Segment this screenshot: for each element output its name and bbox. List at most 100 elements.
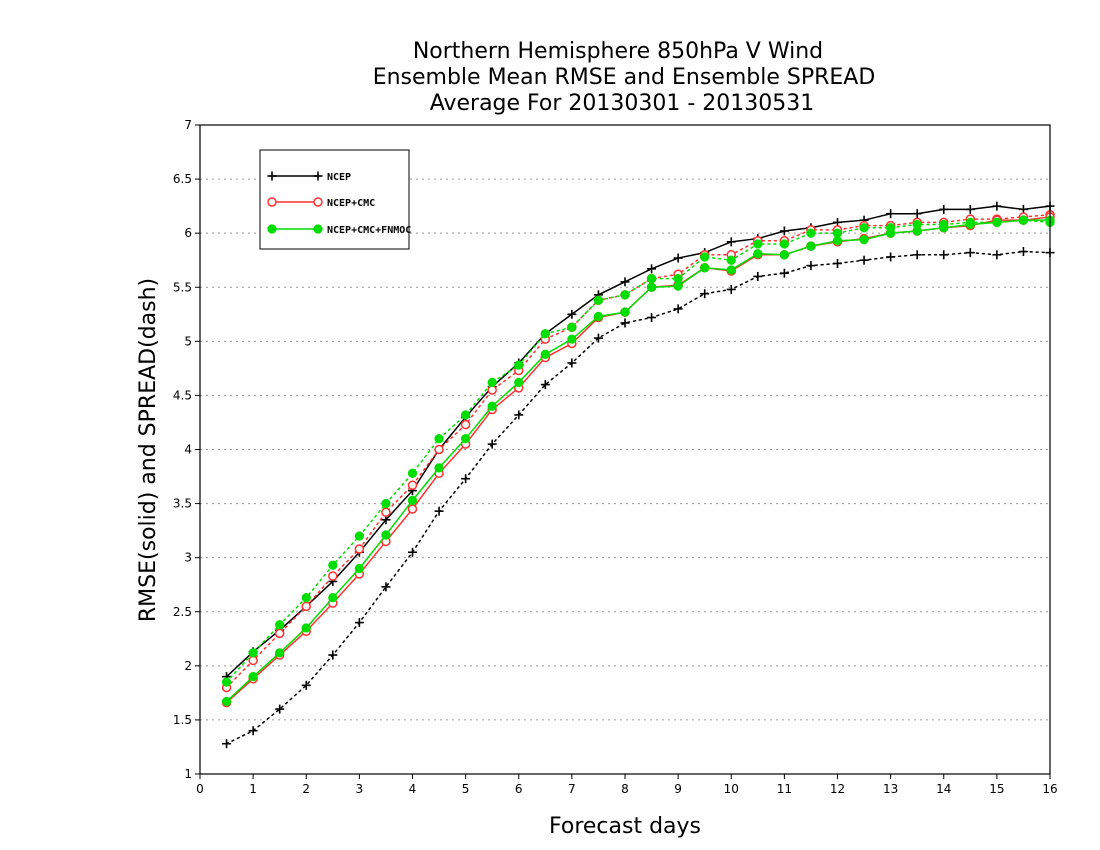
x-tick-label-5: 5: [462, 782, 470, 796]
series-2-rmse-point: [593, 311, 604, 322]
x-tick-label-9: 9: [674, 782, 682, 796]
series-0-spread-point: [540, 380, 550, 390]
series-layer: [221, 201, 1055, 749]
series-2-spread-point: [753, 239, 763, 249]
series-2-rmse-point: [567, 334, 577, 344]
series-0-spread-point: [700, 289, 710, 299]
series-2-spread-point: [460, 410, 471, 420]
series-2-rmse-point: [540, 349, 550, 359]
series-0-rmse-point: [620, 277, 630, 287]
series-2-rmse-point: [221, 696, 232, 707]
series-2-rmse-point: [354, 563, 365, 574]
series-1-spread-line: [225, 214, 1051, 689]
series-0-spread-point: [248, 726, 258, 736]
x-tick-label-0: 0: [196, 782, 204, 796]
series-0-rmse-line: [226, 205, 1051, 678]
chart-title: Northern Hemisphere 850hPa V Wind Ensemb…: [373, 39, 876, 116]
y-tick-label-8: 5: [184, 334, 192, 348]
series-0-spread-point: [408, 547, 417, 557]
series-2: [221, 215, 1055, 707]
series-0-spread-point: [593, 333, 603, 343]
series-0-spread-point: [992, 250, 1002, 260]
series-1-spread-point: [301, 601, 311, 612]
y-tick-label-11: 6.5: [173, 172, 192, 186]
series-1-rmse-point: [407, 504, 418, 514]
series-2-spread-point: [514, 360, 524, 370]
series-2-rmse-point: [514, 377, 524, 388]
series-0-spread-point: [1018, 247, 1028, 257]
y-tick-label-3: 2.5: [173, 605, 192, 619]
series-2-rmse-point: [885, 228, 896, 238]
series-2-spread-point: [407, 468, 418, 478]
series-2-spread-point: [806, 228, 816, 238]
legend-marker-0-start: [267, 171, 277, 181]
legend-entry-1: NCEP+CMC: [267, 197, 375, 209]
series-2-rmse-point: [965, 219, 975, 230]
series-0-spread-point: [806, 261, 816, 271]
x-tick-label-11: 11: [777, 782, 792, 796]
series-2-spread-point: [381, 498, 391, 509]
legend-marker-1-end: [313, 197, 323, 207]
x-tick-label-14: 14: [936, 782, 951, 796]
series-2-rmse-point: [832, 236, 843, 246]
series-2-rmse-point: [859, 235, 869, 245]
y-tick-label-7: 4.5: [173, 388, 192, 402]
series-0-spread-point: [673, 304, 683, 314]
series-0-rmse-point: [726, 237, 736, 247]
series-0-rmse-point: [567, 309, 577, 319]
series-0-spread-point: [833, 258, 842, 268]
series-2-spread-point: [620, 290, 630, 300]
series-2-rmse-point: [1018, 215, 1029, 225]
series-2-spread-point: [221, 677, 232, 687]
series-0-spread-point: [301, 680, 311, 690]
x-tick-label-6: 6: [515, 782, 523, 796]
series-1-spread-point: [381, 507, 391, 517]
series-2-spread-point: [593, 295, 604, 305]
series-2-spread-point: [354, 531, 365, 541]
series-2-rmse-point: [700, 263, 710, 273]
series-0-spread-point: [912, 250, 922, 260]
series-2-spread-point: [540, 329, 550, 339]
series-1-spread-point: [407, 480, 418, 490]
x-axis-label: Forecast days: [549, 814, 701, 839]
x-tick-label-12: 12: [830, 782, 845, 796]
series-0-spread-line: [225, 250, 1051, 745]
x-tick-label-2: 2: [302, 782, 310, 796]
series-0-rmse-point: [965, 204, 975, 214]
series-0-spread-point: [328, 650, 338, 660]
series-2-spread-point: [487, 377, 497, 388]
series-0-spread-point: [779, 268, 789, 278]
series-2-rmse-point: [328, 593, 338, 603]
legend-marker-1-start: [267, 197, 277, 207]
legend-entry-0: NCEP: [267, 171, 351, 183]
series-0-spread-point: [965, 248, 975, 258]
series-2-spread-point: [700, 252, 710, 262]
series-0-rmse-point: [647, 264, 657, 274]
y-tick-label-5: 3.5: [173, 497, 192, 511]
series-2-rmse-point: [646, 282, 657, 292]
series-2-rmse-point: [248, 672, 258, 682]
series-0-spread-point: [222, 739, 232, 749]
series-2-spread-point: [779, 239, 790, 249]
series-0-spread-point: [275, 704, 285, 714]
series-0-spread-point: [461, 474, 471, 484]
series-0-spread-point: [886, 252, 896, 262]
series-2-spread-point: [646, 273, 657, 284]
series-0-rmse-point: [779, 226, 789, 236]
series-1-spread-point: [328, 571, 338, 581]
series-2-rmse-point: [992, 217, 1002, 228]
series-0-spread-point: [354, 618, 364, 628]
series-0-rmse-point: [992, 201, 1002, 211]
series-2-rmse-point: [779, 250, 790, 260]
y-tick-label-10: 6: [184, 226, 192, 240]
series-1-spread-point: [487, 385, 497, 395]
series-2-rmse-point: [673, 281, 683, 291]
x-tick-label-7: 7: [568, 782, 576, 796]
series-2-rmse-point: [620, 307, 630, 317]
series-2-rmse-point: [912, 226, 922, 236]
series-2-rmse-point: [753, 249, 763, 259]
series-0-spread-point: [381, 582, 391, 592]
y-tick-label-12: 7: [184, 118, 192, 132]
series-2-rmse-point: [487, 401, 497, 411]
series-1-rmse-line: [226, 216, 1051, 704]
